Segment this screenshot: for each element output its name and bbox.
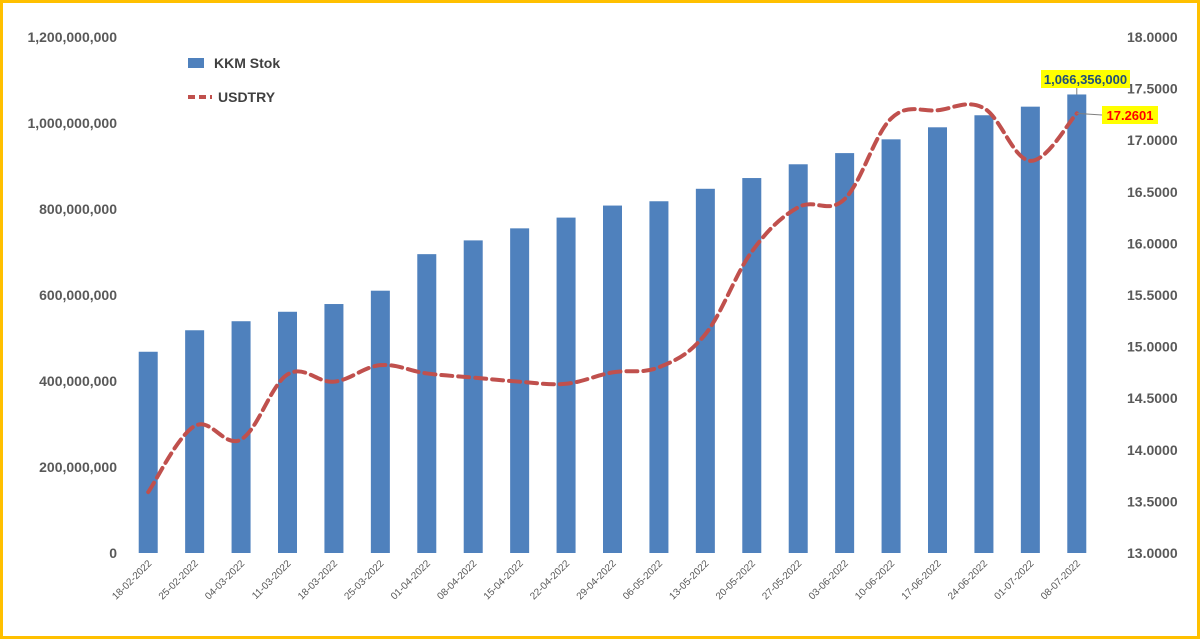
- x-tick-label: 10-06-2022: [853, 558, 897, 602]
- right-tick-label: 13.0000: [1127, 545, 1178, 561]
- right-tick-label: 15.0000: [1127, 339, 1178, 355]
- bar: [278, 311, 297, 553]
- line-series: [146, 102, 1079, 495]
- bar: [695, 188, 715, 554]
- x-tick-label: 20-05-2022: [714, 558, 758, 602]
- bar: [649, 201, 669, 553]
- right-tick-label: 16.0000: [1127, 235, 1178, 251]
- x-tick-label: 06-05-2022: [621, 558, 665, 602]
- x-tick-label: 08-04-2022: [435, 558, 479, 602]
- right-tick-label: 18.0000: [1127, 29, 1178, 45]
- x-tick-label: 15-04-2022: [482, 558, 526, 602]
- bar: [928, 127, 947, 554]
- x-tick-label: 17-06-2022: [900, 558, 944, 602]
- right-tick-label: 17.0000: [1127, 132, 1178, 148]
- legend-label-kkm: KKM Stok: [214, 55, 280, 71]
- bar: [138, 351, 158, 553]
- legend: KKM Stok USDTRY: [188, 55, 280, 105]
- bar: [417, 254, 437, 553]
- right-tick-label: 17.5000: [1127, 81, 1178, 97]
- x-tick-label: 22-04-2022: [528, 558, 572, 602]
- bar: [510, 228, 530, 553]
- left-axis: 0 200,000,000 400,000,000 600,000,000 800,00…: [27, 29, 117, 561]
- left-tick-label: 600,000,000: [39, 287, 117, 303]
- x-tick-label: 24-06-2022: [946, 558, 990, 602]
- x-tick-label: 01-07-2022: [993, 558, 1037, 602]
- x-tick-label: 08-07-2022: [1039, 558, 1083, 602]
- right-tick-label: 15.5000: [1127, 287, 1178, 303]
- right-axis: 13.0000 13.5000 14.0000 14.5000 15.0000 15.50…: [1127, 29, 1178, 561]
- bar: [603, 205, 622, 553]
- x-tick-label: 25-02-2022: [157, 558, 201, 602]
- left-tick-label: 1,000,000,000: [27, 115, 117, 131]
- left-tick-label: 1,200,000,000: [27, 29, 117, 45]
- right-tick-label: 16.5000: [1127, 184, 1178, 200]
- callout-leader: [1076, 112, 1103, 116]
- x-tick-label: 13-05-2022: [668, 558, 712, 602]
- legend-label-usdtry: USDTRY: [218, 89, 276, 105]
- right-tick-label: 14.0000: [1127, 442, 1178, 458]
- callout-box-usdtry: [1102, 106, 1158, 124]
- bar: [231, 321, 251, 553]
- x-tick-label: 29-04-2022: [575, 558, 619, 602]
- bar: [370, 290, 390, 553]
- left-tick-label: 800,000,000: [39, 201, 117, 217]
- bar-series: [138, 94, 1087, 554]
- left-tick-label: 200,000,000: [39, 459, 117, 475]
- left-tick-label: 0: [109, 545, 117, 561]
- callout-label-kkm: 1,066,356,000: [1044, 72, 1127, 87]
- bar: [463, 240, 483, 553]
- bar: [324, 304, 344, 553]
- x-tick-label: 04-03-2022: [203, 558, 247, 602]
- x-tick-label: 18-03-2022: [296, 558, 340, 602]
- bar: [835, 153, 855, 553]
- x-tick-label: 03-06-2022: [807, 558, 851, 602]
- callout-box-kkm: [1041, 70, 1130, 88]
- bar: [185, 330, 205, 553]
- x-axis: 18-02-2022 25-02-2022 04-03-2022 11-03-2022…: [110, 558, 1083, 602]
- bar: [1067, 94, 1087, 553]
- bar: [974, 115, 994, 553]
- usdtry-line: [146, 102, 1079, 495]
- callout-label-usdtry: 17.2601: [1107, 108, 1154, 123]
- x-tick-label: 18-02-2022: [110, 558, 154, 602]
- right-tick-label: 14.5000: [1127, 390, 1178, 406]
- bar: [881, 139, 901, 553]
- x-tick-label: 01-04-2022: [389, 558, 433, 602]
- left-tick-label: 400,000,000: [39, 373, 117, 389]
- right-tick-label: 13.5000: [1127, 493, 1178, 509]
- bar: [742, 178, 762, 554]
- x-tick-label: 27-05-2022: [760, 558, 804, 602]
- bar: [1020, 106, 1040, 553]
- bar: [788, 164, 808, 553]
- x-tick-label: 11-03-2022: [250, 558, 294, 602]
- callouts: 1,066,356,000 17.2601: [1041, 70, 1158, 124]
- x-tick-label: 25-03-2022: [343, 558, 387, 602]
- legend-swatch-kkm: [188, 58, 204, 68]
